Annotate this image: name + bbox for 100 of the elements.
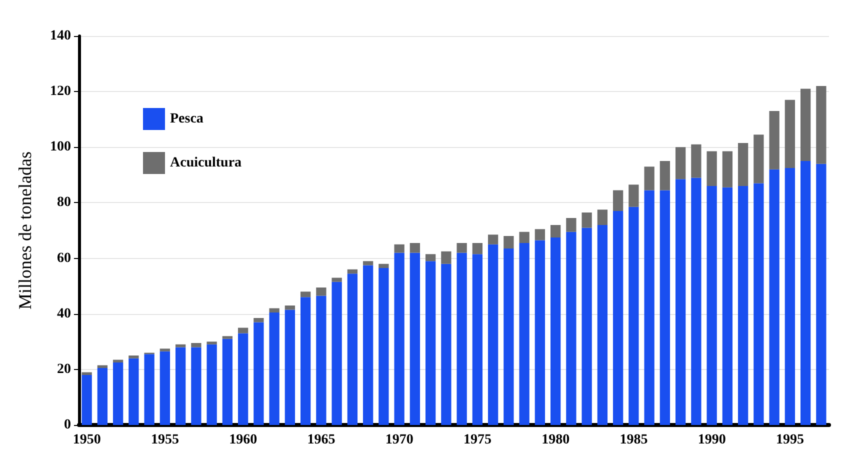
bar (394, 252, 404, 425)
bar (675, 179, 686, 425)
bar (284, 310, 296, 425)
bar (582, 228, 592, 425)
bar (566, 218, 576, 232)
bar (722, 151, 733, 188)
x-tick-label: 1995 (776, 432, 804, 448)
bar (269, 308, 280, 312)
bar (816, 86, 826, 164)
bar (628, 206, 639, 425)
bar (206, 344, 217, 425)
bar (112, 362, 124, 425)
bar (660, 161, 670, 190)
bar (800, 88, 811, 162)
bar (144, 354, 154, 425)
bar (754, 183, 764, 425)
bar (472, 243, 483, 254)
bar (222, 338, 233, 425)
x-tick-label: 1960 (229, 432, 258, 448)
bar (441, 264, 452, 425)
bar (597, 210, 608, 225)
bar (706, 151, 717, 186)
bar (378, 268, 389, 425)
x-tick-label: 1965 (307, 432, 336, 448)
bar (394, 244, 404, 253)
bar (566, 232, 576, 425)
bar (378, 264, 389, 268)
bar (191, 343, 202, 348)
x-tick-label: 1975 (463, 432, 492, 448)
bar (504, 248, 514, 425)
bar (238, 328, 248, 334)
bar (254, 322, 264, 425)
bar (300, 292, 311, 298)
bar (254, 318, 264, 322)
x-tick-label: 1980 (542, 432, 570, 448)
x-tick-label: 1990 (698, 432, 726, 448)
bar (191, 347, 202, 425)
bar (128, 358, 139, 425)
bar (784, 100, 796, 168)
bar (550, 237, 561, 425)
y-tick-label: 80 (57, 195, 71, 210)
y-tick-label: 140 (50, 28, 71, 44)
bar (425, 254, 436, 262)
bar (222, 336, 233, 339)
bar (660, 190, 670, 425)
bar (425, 261, 436, 425)
bar (519, 243, 530, 425)
bar (160, 348, 170, 352)
x-tick-label: 1970 (385, 432, 414, 448)
x-tick-label: 1985 (620, 432, 648, 448)
bar (456, 243, 467, 253)
legend-label: Acuicultura (170, 156, 242, 170)
bar (316, 296, 326, 425)
bar (644, 166, 654, 190)
bar (238, 333, 248, 425)
bar (612, 190, 624, 212)
y-tick-label: 20 (57, 362, 71, 377)
bar (754, 134, 764, 184)
bar (284, 306, 296, 310)
bar (410, 243, 420, 253)
bar (347, 269, 358, 274)
y-tick-label: 0 (64, 418, 71, 432)
bar (97, 368, 108, 425)
bar (82, 374, 92, 425)
bar (738, 186, 748, 425)
bar (472, 254, 483, 425)
bar (175, 347, 186, 425)
bar (534, 240, 546, 425)
bar (706, 186, 717, 425)
bar (206, 342, 217, 344)
bar (332, 282, 342, 425)
bar (816, 164, 826, 425)
bar (362, 265, 374, 425)
bar (628, 184, 639, 207)
bar (738, 142, 748, 186)
y-axis-title: Millones de toneladas (15, 152, 35, 310)
bar (519, 232, 530, 244)
bar (691, 144, 702, 178)
x-tick-label: 1955 (150, 432, 179, 448)
bar (722, 187, 733, 425)
legend-label: Pesca (170, 112, 204, 126)
y-tick-label: 100 (50, 140, 71, 155)
bar (550, 224, 561, 238)
bar (128, 356, 139, 358)
bar (769, 169, 780, 425)
bar (316, 287, 326, 296)
bar (332, 278, 342, 282)
bar (300, 297, 311, 425)
x-tick-label: 1950 (72, 432, 101, 448)
bar (597, 224, 608, 425)
bar (800, 161, 811, 425)
bar (112, 360, 124, 362)
y-tick-label: 120 (50, 84, 71, 100)
bar (441, 251, 452, 264)
bar (269, 312, 280, 425)
bar (612, 211, 624, 425)
bar (347, 274, 358, 425)
bar (410, 252, 420, 425)
bar (456, 252, 467, 425)
bar (691, 178, 702, 425)
